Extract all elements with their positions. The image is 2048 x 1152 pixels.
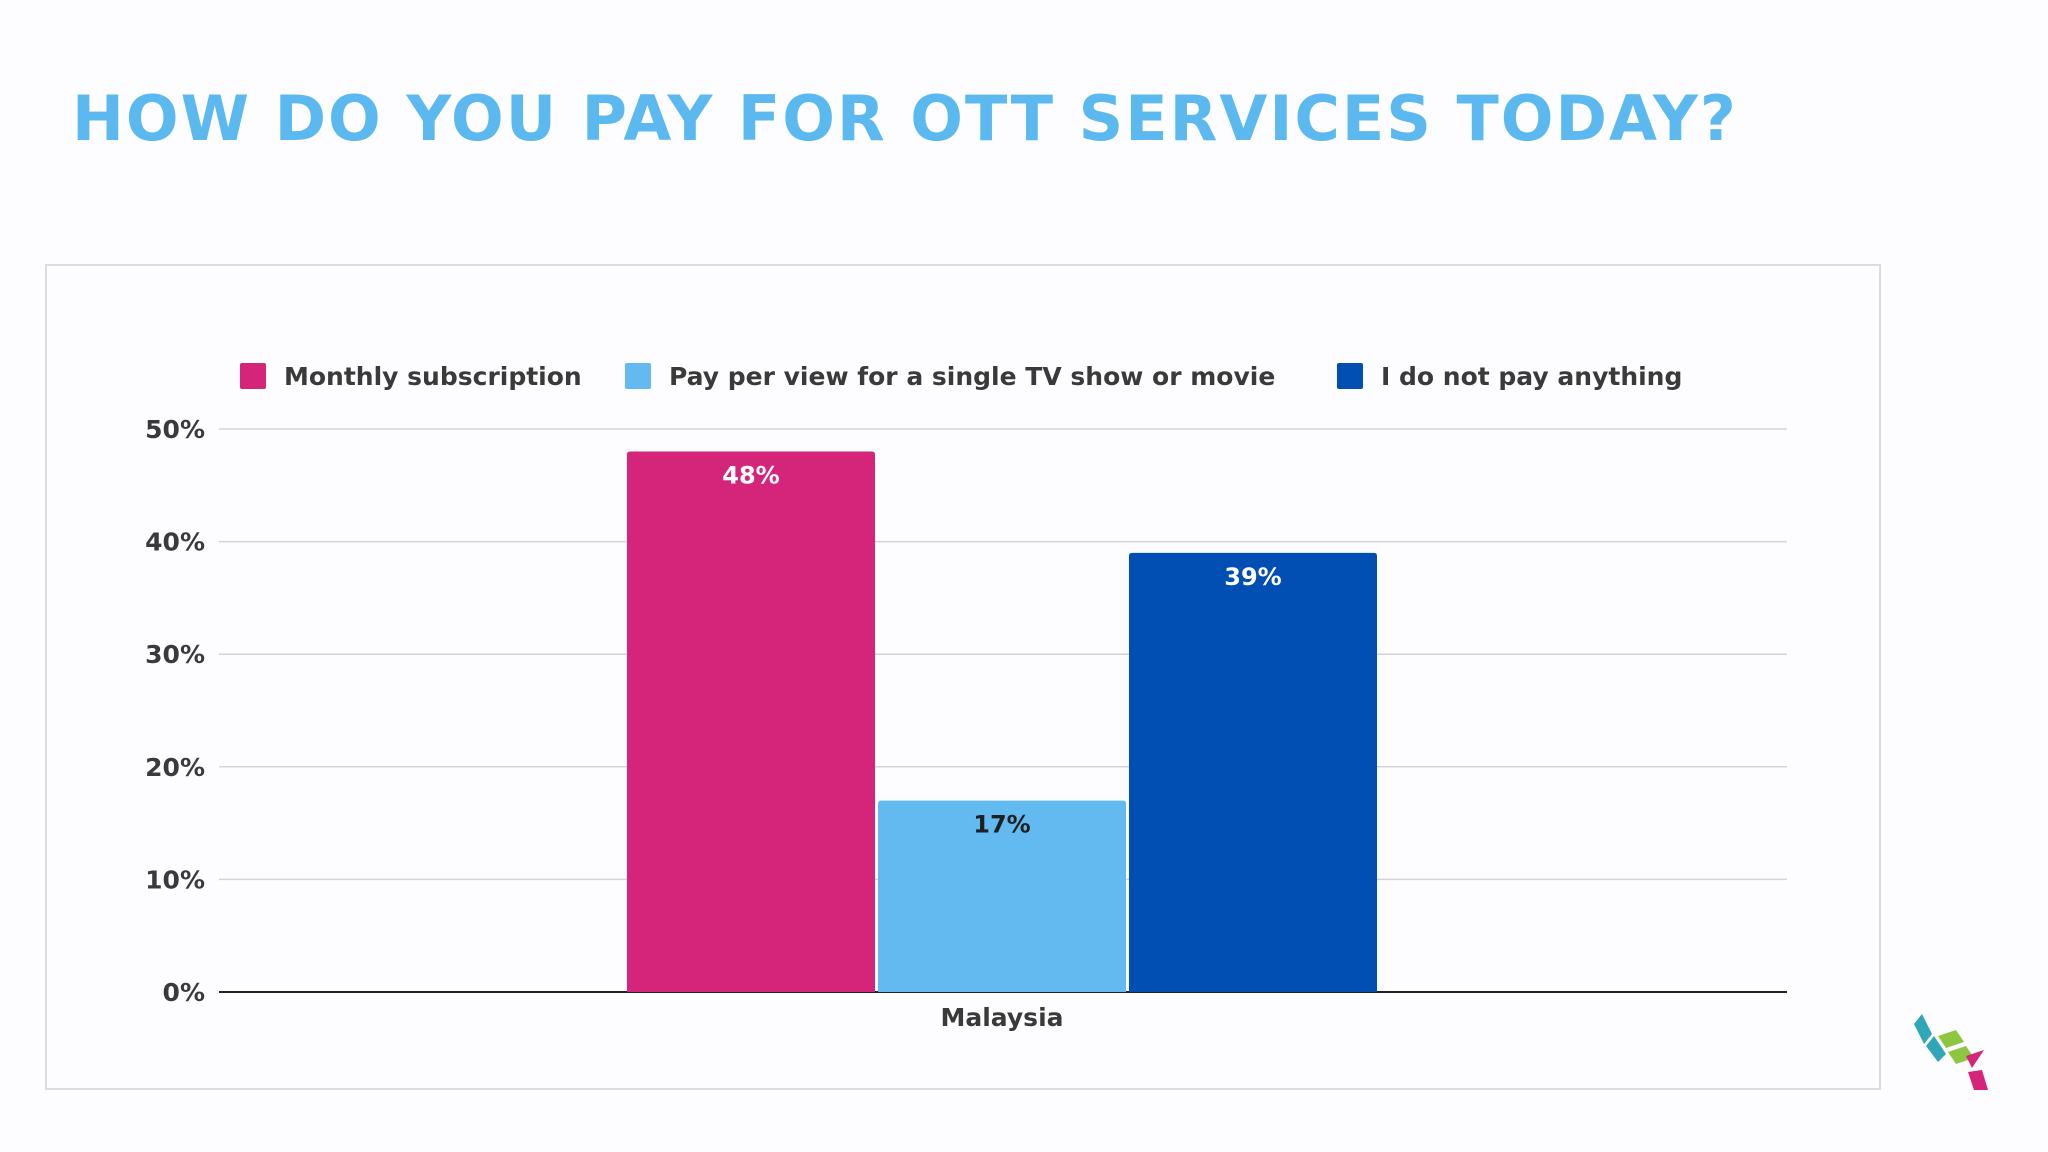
bars: [627, 451, 1377, 992]
page-title: HOW DO YOU PAY FOR OTT SERVICES TODAY?: [72, 82, 1738, 155]
legend-swatch: [240, 363, 266, 389]
legend-label: I do not pay anything: [1381, 362, 1682, 391]
grid-lines: [219, 428, 1787, 993]
data-labels: 48% 17% 39%: [722, 462, 1281, 839]
y-tick-label: 40%: [145, 528, 205, 557]
y-tick-label: 10%: [145, 865, 205, 894]
bar: [878, 800, 1126, 992]
y-axis-ticks: 0% 10% 20% 30% 40% 50%: [145, 415, 205, 1007]
brand-logo-icon: [1914, 1014, 1988, 1090]
legend-label: Monthly subscription: [284, 362, 582, 391]
bar-chart: 0% 10% 20% 30% 40% 50% 48% 17% 39% Monthly subs…: [145, 362, 1787, 1032]
x-axis-ticks: Malaysia: [940, 1003, 1063, 1032]
y-tick-label: 0%: [163, 978, 205, 1007]
bar: [1129, 552, 1377, 992]
data-label: 39%: [1224, 563, 1281, 591]
y-tick-label: 20%: [145, 753, 205, 782]
bar: [627, 451, 875, 992]
legend-swatch: [625, 363, 651, 389]
chart-frame: 0% 10% 20% 30% 40% 50% 48% 17% 39% Monthly subs…: [45, 264, 1881, 1090]
y-tick-label: 30%: [145, 640, 205, 669]
data-label: 48%: [722, 462, 779, 490]
y-tick-label: 50%: [145, 415, 205, 444]
x-tick-label: Malaysia: [940, 1003, 1063, 1032]
legend-swatch: [1337, 363, 1363, 389]
legend-label: Pay per view for a single TV show or mov…: [669, 362, 1275, 391]
data-label: 17%: [973, 811, 1030, 839]
legend: Monthly subscription Pay per view for a s…: [240, 362, 1682, 391]
